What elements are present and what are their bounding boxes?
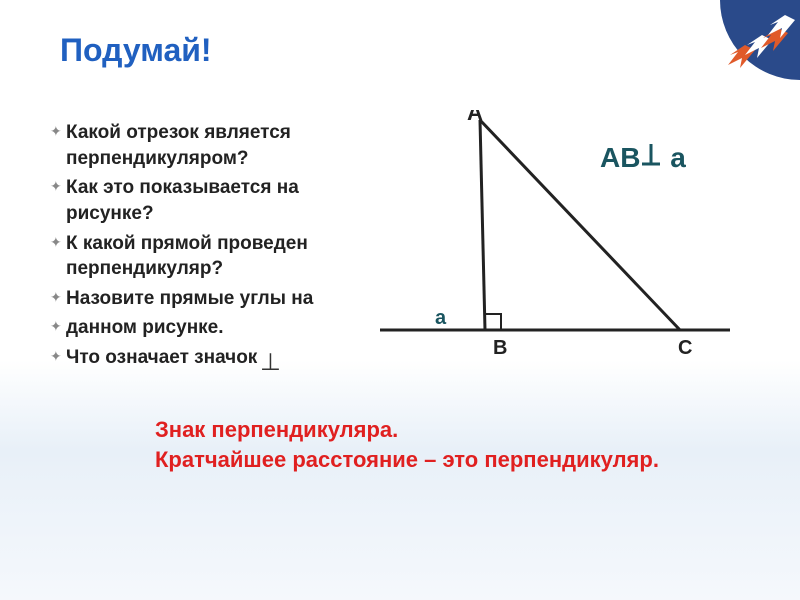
bullet-text: данном рисунке.	[66, 315, 224, 341]
perpendicular-symbol: ⊥	[260, 348, 281, 377]
notation-left: AB	[600, 142, 640, 173]
bullet-item: ✦ Какой отрезок является перпендикуляром…	[50, 120, 350, 171]
bullet-marker-icon: ✦	[50, 231, 66, 251]
label-a: a	[435, 307, 447, 329]
label-C: C	[678, 337, 692, 359]
summary-line: Кратчайшее расстояние – это перпендикуля…	[155, 445, 659, 475]
bullet-text: К какой прямой проведен перпендикуляр?	[66, 231, 350, 282]
perpendicular-icon	[640, 142, 662, 177]
bullet-item: ✦ данном рисунке.	[50, 315, 350, 341]
bullet-text: Как это показывается на рисунке?	[66, 175, 350, 226]
bullet-item: ✦ Назовите прямые углы на	[50, 286, 350, 312]
corner-logo	[690, 0, 800, 80]
bullet-marker-icon: ✦	[50, 315, 66, 335]
bullet-item: ✦ Что означает значок	[50, 345, 350, 371]
label-B: B	[493, 337, 507, 359]
bullet-text: Что означает значок	[66, 345, 257, 371]
bullet-marker-icon: ✦	[50, 345, 66, 365]
perpendicular-notation: AB a	[600, 142, 686, 177]
bullet-text: Какой отрезок является перпендикуляром?	[66, 120, 350, 171]
summary-line: Знак перпендикуляра.	[155, 415, 659, 445]
notation-right: a	[670, 142, 686, 173]
label-A: A	[467, 110, 483, 125]
bullet-marker-icon: ✦	[50, 120, 66, 140]
right-angle-marker	[485, 314, 501, 330]
bullet-marker-icon: ✦	[50, 175, 66, 195]
segment-AB	[480, 120, 485, 330]
bullet-item: ✦ Как это показывается на рисунке?	[50, 175, 350, 226]
slide-title: Подумай!	[60, 32, 212, 69]
bullet-item: ✦ К какой прямой проведен перпендикуляр?	[50, 231, 350, 282]
bullet-list: ✦ Какой отрезок является перпендикуляром…	[50, 120, 350, 375]
bullet-marker-icon: ✦	[50, 286, 66, 306]
bullet-text: Назовите прямые углы на	[66, 286, 313, 312]
summary-text: Знак перпендикуляра. Кратчайшее расстоян…	[155, 415, 659, 474]
